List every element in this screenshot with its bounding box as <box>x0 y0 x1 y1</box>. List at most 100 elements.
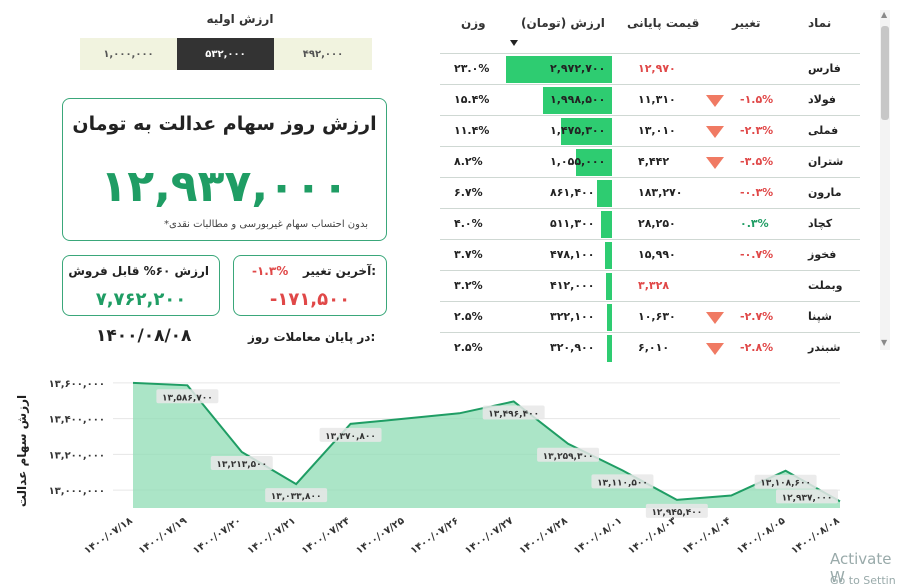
row-value-bar <box>543 87 612 114</box>
row-value-bar <box>561 118 612 145</box>
x-tick-label: ۱۴۰۰/۰۷/۲۸ <box>518 515 570 556</box>
table-scrollbar[interactable] <box>880 10 890 350</box>
row-symbol[interactable]: شبندر <box>808 341 841 354</box>
row-weight: ۱۵.۴% <box>454 93 490 106</box>
row-value-bar <box>604 242 612 269</box>
row-value: ۴۱۲,۰۰۰ <box>550 279 595 292</box>
row-value-bar <box>606 335 612 362</box>
x-tick-label: ۱۴۰۰/۰۸/۰۳ <box>626 515 678 556</box>
header-symbol[interactable]: نماد <box>808 16 832 30</box>
row-value: ۸۶۱,۴۰۰ <box>550 186 595 199</box>
row-final-price: ۱۱,۳۱۰ <box>638 93 676 106</box>
row-value-bar <box>597 180 612 207</box>
initial-option-532000[interactable]: ۵۳۲,۰۰۰ <box>177 38 274 70</box>
y-tick-label: ۱۳,۴۰۰,۰۰۰ <box>49 415 105 426</box>
row-symbol[interactable]: کچاد <box>808 217 833 230</box>
data-label: ۱۳,۱۱۰,۵۰۰ <box>597 478 648 488</box>
row-value-bar <box>605 273 612 300</box>
header-value[interactable]: ارزش (تومان) <box>521 16 605 30</box>
y-tick-label: ۱۳,۰۰۰,۰۰۰ <box>49 486 105 497</box>
table-row[interactable]: شپنا -۲.۷% ۱۰,۶۳۰ ۳۲۲,۱۰۰ ۲.۵% <box>440 301 860 332</box>
x-tick-label: ۱۴۰۰/۰۸/۰۵ <box>735 515 787 556</box>
x-tick-label: ۱۴۰۰/۰۷/۲۷ <box>463 515 515 556</box>
table-row[interactable]: شبندر -۲.۸% ۶,۰۱۰ ۳۲۰,۹۰۰ ۲.۵% <box>440 332 860 363</box>
initial-option-1000000[interactable]: ۱,۰۰۰,۰۰۰ <box>80 38 177 70</box>
row-final-price: ۲۸,۲۵۰ <box>638 217 676 230</box>
down-triangle-icon <box>706 157 724 169</box>
row-final-price: ۱۳,۰۱۰ <box>638 124 676 137</box>
table-row[interactable]: فخوز -۰.۷% ۱۵,۹۹۰ ۴۷۸,۱۰۰ ۳.۷% <box>440 239 860 270</box>
sellable-card: ارزش ۶۰% قابل فروش ۷,۷۶۲,۲۰۰ <box>62 255 220 316</box>
data-label-bg <box>210 455 273 470</box>
row-final-price: ۳,۳۲۸ <box>638 279 670 292</box>
row-final-price: ۱۰,۶۳۰ <box>638 310 676 323</box>
row-value-bar <box>601 211 612 238</box>
row-value: ۱,۴۷۵,۳۰۰ <box>550 124 606 137</box>
row-change: -۳.۵% <box>740 155 774 168</box>
down-triangle-icon <box>706 126 724 138</box>
data-label: ۱۲,۹۴۵,۴۰۰ <box>651 508 702 518</box>
row-value-bar <box>575 149 612 176</box>
data-label-bg <box>645 503 708 518</box>
row-weight: ۳.۲% <box>454 279 483 292</box>
row-change: -۱.۵% <box>740 93 774 106</box>
last-change-card: آخرین تغییر: -۱.۳% -۱۷۱,۵۰۰ <box>233 255 387 316</box>
down-triangle-icon <box>706 95 724 107</box>
row-weight: ۴.۰% <box>454 217 483 230</box>
row-value-bar <box>606 304 612 331</box>
data-label: ۱۳,۱۰۸,۶۰۰ <box>760 479 811 489</box>
row-weight: ۱۱.۴% <box>454 124 490 137</box>
row-symbol[interactable]: فملی <box>808 124 839 137</box>
trading-day-label: در پایان معاملات روز: <box>248 330 376 344</box>
row-symbol[interactable]: وبملت <box>808 279 843 292</box>
table-row[interactable]: مارون -۰.۳% ۱۸۳,۲۷۰ ۸۶۱,۴۰۰ ۶.۷% <box>440 177 860 208</box>
data-label: ۱۲,۹۳۷,۰۰۰ <box>782 493 833 503</box>
header-weight[interactable]: وزن <box>461 16 486 30</box>
row-value: ۳۲۲,۱۰۰ <box>550 310 595 323</box>
row-symbol[interactable]: فولاد <box>808 93 836 106</box>
row-change: -۲.۸% <box>740 341 774 354</box>
row-symbol[interactable]: فخوز <box>808 248 837 261</box>
x-tick-label: ۱۴۰۰/۰۸/۰۱ <box>572 515 624 556</box>
table-row[interactable]: وبملت ۳,۳۲۸ ۴۱۲,۰۰۰ ۳.۲% <box>440 270 860 301</box>
table-row[interactable]: فملی -۲.۳% ۱۳,۰۱۰ ۱,۴۷۵,۳۰۰ ۱۱.۴% <box>440 115 860 146</box>
row-final-price: ۱۵,۹۹۰ <box>638 248 676 261</box>
row-symbol[interactable]: شپنا <box>808 310 832 323</box>
initial-option-492000[interactable]: ۴۹۲,۰۰۰ <box>274 38 372 70</box>
header-change[interactable]: تغییر <box>732 16 761 30</box>
x-tick-label: ۱۴۰۰/۰۸/۰۴ <box>681 515 733 556</box>
y-axis-title: ارزش سهام عدالت <box>15 395 30 507</box>
header-final-price[interactable]: قیمت پایانی <box>627 16 700 30</box>
last-change-percent: -۱.۳% <box>252 264 289 278</box>
data-label-bg <box>754 474 817 489</box>
row-change: -۲.۷% <box>740 310 774 323</box>
data-label: ۱۳,۰۳۳,۸۰۰ <box>271 492 322 502</box>
scrollbar-thumb[interactable] <box>881 26 889 120</box>
table-row[interactable]: فولاد -۱.۵% ۱۱,۳۱۰ ۱,۹۹۸,۵۰۰ ۱۵.۴% <box>440 84 860 115</box>
main-card-note: *بدون احتساب سهام غیربورسی و مطالبات نقد… <box>164 219 368 230</box>
row-change: ۰.۳% <box>740 217 769 230</box>
down-triangle-icon <box>706 343 724 355</box>
main-value-card: ارزش روز سهام عدالت به تومان ۱۲,۹۳۷,۰۰۰ … <box>62 98 387 241</box>
scroll-down-icon[interactable]: ▼ <box>881 338 888 347</box>
row-weight: ۸.۲% <box>454 155 483 168</box>
data-label: ۱۳,۵۸۶,۷۰۰ <box>162 393 213 403</box>
watermark-line1: Activate W <box>830 550 892 586</box>
row-weight: ۲.۵% <box>454 310 483 323</box>
table-row[interactable]: کچاد ۰.۳% ۲۸,۲۵۰ ۵۱۱,۳۰۰ ۴.۰% <box>440 208 860 239</box>
row-value: ۳۲۰,۹۰۰ <box>550 341 595 354</box>
data-label: ۱۳,۳۷۰,۸۰۰ <box>325 432 376 442</box>
last-change-title: آخرین تغییر: <box>302 264 376 278</box>
sort-caret-icon[interactable] <box>510 40 518 46</box>
row-symbol[interactable]: فارس <box>808 62 841 75</box>
table-row[interactable]: فارس ۱۲,۹۷۰ ۲,۹۷۲,۷۰۰ ۲۳.۰% <box>440 53 860 84</box>
scroll-up-icon[interactable]: ▲ <box>881 10 888 19</box>
row-symbol[interactable]: مارون <box>808 186 842 199</box>
row-change: -۰.۷% <box>740 248 774 261</box>
table-row[interactable]: شتران -۳.۵% ۴,۴۴۲ ۱,۰۵۵,۰۰۰ ۸.۲% <box>440 146 860 177</box>
x-tick-label: ۱۴۰۰/۰۷/۲۱ <box>246 515 298 556</box>
value-history-chart: ۱۳,۰۰۰,۰۰۰ ۱۳,۲۰۰,۰۰۰ ۱۳,۴۰۰,۰۰۰ ۱۳,۶۰۰,۰۰۰… <box>15 379 842 557</box>
data-label-bg <box>482 405 545 420</box>
row-symbol[interactable]: شتران <box>808 155 844 168</box>
data-label-bg <box>156 389 219 404</box>
